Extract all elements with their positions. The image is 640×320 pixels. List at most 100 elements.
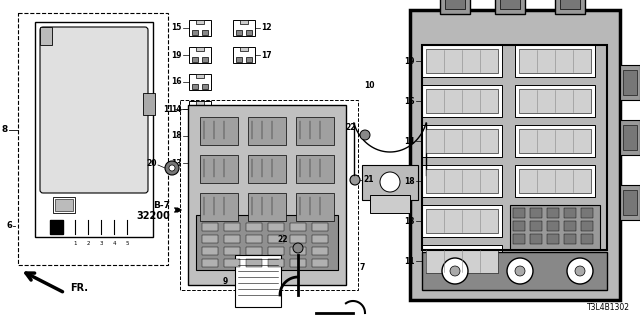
Bar	[192, 30, 198, 35]
Circle shape	[507, 258, 533, 284]
Bar	[202, 247, 218, 255]
Bar	[192, 111, 198, 116]
Circle shape	[450, 266, 460, 276]
Bar	[422, 165, 502, 197]
Bar	[510, 205, 600, 250]
Bar	[422, 205, 502, 237]
Bar	[581, 221, 593, 231]
Bar	[224, 247, 240, 255]
Bar	[224, 223, 240, 231]
Bar	[246, 30, 252, 35]
Bar	[196, 74, 204, 78]
Bar	[513, 208, 525, 218]
Bar	[495, 0, 525, 14]
Text: 16: 16	[404, 97, 415, 106]
Bar	[189, 128, 211, 144]
Text: 10: 10	[365, 81, 375, 90]
Circle shape	[360, 130, 370, 140]
Bar	[196, 155, 204, 159]
Text: 4: 4	[112, 241, 116, 246]
Polygon shape	[50, 220, 63, 234]
Bar	[189, 101, 211, 117]
Bar	[564, 208, 576, 218]
Bar	[202, 84, 208, 89]
Bar	[248, 155, 286, 183]
Circle shape	[380, 172, 400, 192]
Bar	[192, 138, 198, 143]
Bar	[623, 190, 637, 215]
Text: 22: 22	[278, 236, 288, 244]
Bar	[581, 234, 593, 244]
Text: 8: 8	[2, 125, 8, 134]
Text: 5: 5	[125, 241, 129, 246]
Bar	[196, 20, 204, 24]
Text: T3L4B1302: T3L4B1302	[587, 303, 630, 312]
Bar	[290, 223, 306, 231]
Bar	[422, 252, 607, 290]
Circle shape	[169, 165, 175, 171]
Circle shape	[442, 258, 468, 284]
Bar	[268, 247, 284, 255]
Bar	[53, 197, 75, 213]
Text: 13: 13	[404, 217, 415, 226]
Bar	[189, 47, 211, 63]
Text: 20: 20	[147, 158, 157, 167]
Bar	[422, 245, 502, 277]
Bar	[290, 259, 306, 267]
Bar	[519, 49, 591, 73]
Bar	[519, 169, 591, 193]
Text: 19: 19	[404, 57, 415, 66]
Bar	[239, 20, 248, 24]
Bar	[312, 223, 328, 231]
Bar	[224, 259, 240, 267]
Text: FR.: FR.	[70, 283, 88, 293]
Text: 19: 19	[172, 51, 182, 60]
Bar	[422, 125, 502, 157]
Bar	[224, 235, 240, 243]
Circle shape	[293, 243, 303, 253]
Bar	[312, 259, 328, 267]
Bar	[189, 20, 211, 36]
FancyBboxPatch shape	[40, 27, 148, 193]
Bar	[426, 209, 498, 233]
Text: 12: 12	[261, 23, 271, 33]
Bar	[620, 120, 640, 155]
Text: 7: 7	[360, 263, 365, 273]
Bar	[564, 221, 576, 231]
Circle shape	[575, 266, 585, 276]
Bar	[515, 45, 595, 77]
Bar	[555, 0, 585, 14]
Bar	[370, 195, 410, 213]
Text: 11: 11	[163, 105, 174, 114]
Bar	[547, 234, 559, 244]
Bar	[246, 247, 262, 255]
Bar	[268, 223, 284, 231]
Bar	[581, 208, 593, 218]
Bar	[519, 89, 591, 113]
Bar	[200, 155, 238, 183]
Bar	[202, 223, 218, 231]
Bar	[623, 125, 637, 150]
Bar	[290, 247, 306, 255]
Bar	[200, 117, 238, 145]
Bar	[547, 221, 559, 231]
Bar	[290, 235, 306, 243]
Bar	[40, 27, 52, 45]
Bar	[248, 117, 286, 145]
Text: 14: 14	[404, 137, 415, 146]
Text: 32200: 32200	[136, 211, 170, 221]
Bar	[268, 259, 284, 267]
Bar	[246, 259, 262, 267]
Bar	[189, 155, 211, 171]
Bar	[530, 208, 542, 218]
Bar	[192, 164, 198, 170]
Text: 21: 21	[363, 175, 374, 185]
Circle shape	[350, 175, 360, 185]
Bar	[202, 30, 208, 35]
Bar	[202, 259, 218, 267]
Bar	[422, 45, 502, 77]
Bar	[246, 235, 262, 243]
Bar	[296, 117, 334, 145]
Bar	[200, 193, 238, 221]
Bar	[233, 47, 255, 63]
